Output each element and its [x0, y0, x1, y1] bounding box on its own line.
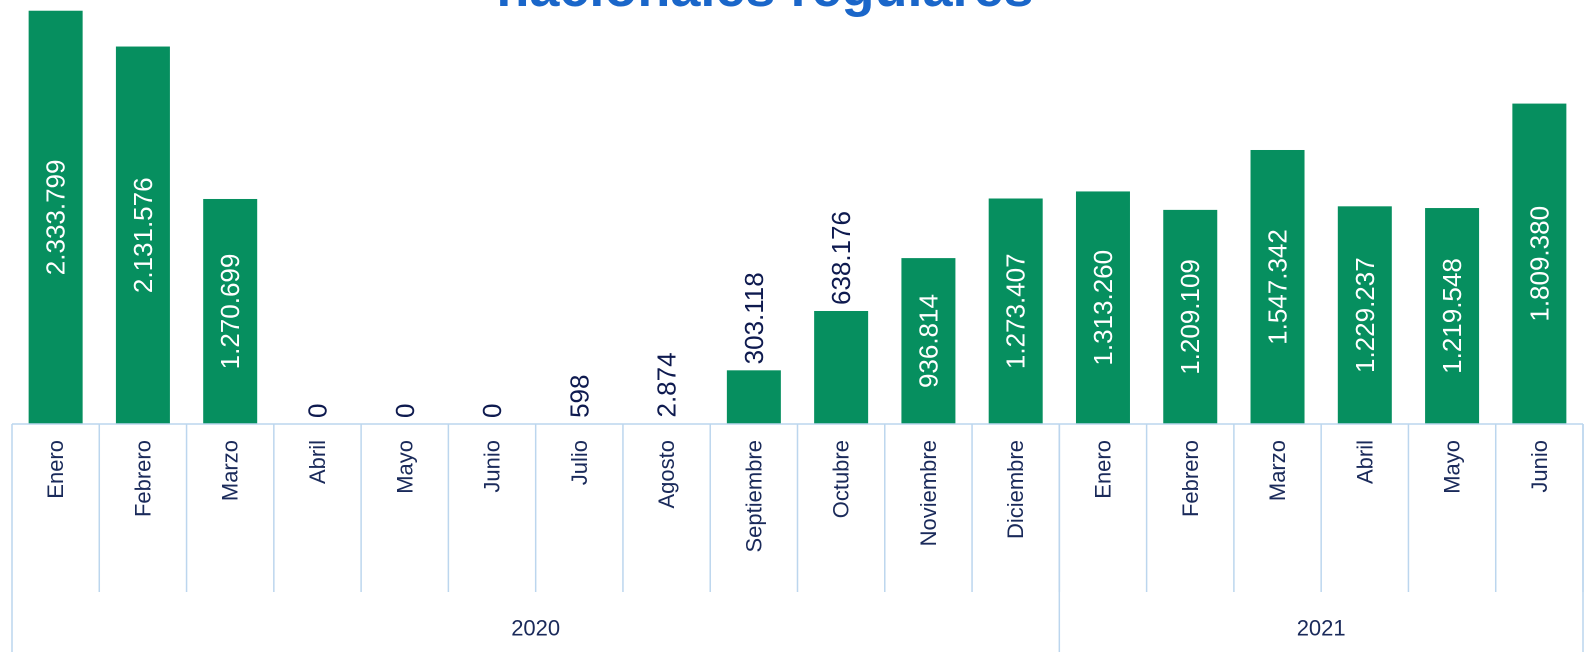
bar — [726, 370, 781, 424]
x-tick-label: Marzo — [218, 440, 243, 501]
x-tick-label: Mayo — [1440, 440, 1465, 494]
data-label: 1.270.699 — [215, 254, 245, 370]
x-tick-label: Enero — [1090, 440, 1115, 499]
bar — [901, 258, 956, 424]
data-label: 1.273.407 — [1001, 253, 1031, 369]
bar — [1075, 191, 1130, 424]
bar — [1250, 149, 1305, 424]
data-label: 2.131.576 — [128, 177, 158, 293]
data-label: 1.809.380 — [1524, 206, 1554, 322]
bar — [115, 46, 170, 424]
bar — [988, 198, 1043, 424]
x-tick-label: Octubre — [829, 440, 854, 518]
group-label: 2021 — [1297, 616, 1346, 641]
x-tick-label: Enero — [43, 440, 68, 499]
x-tick-label: Septiembre — [741, 440, 766, 553]
data-label: 1.229.237 — [1350, 257, 1380, 373]
data-label: 0 — [302, 404, 332, 418]
x-tick-label: Junio — [1527, 440, 1552, 493]
x-tick-label: Abril — [305, 440, 330, 484]
bar — [203, 198, 258, 424]
data-label: 1.209.109 — [1175, 259, 1205, 375]
x-tick-label: Febrero — [1178, 440, 1203, 517]
bar — [1163, 209, 1218, 424]
group-label: 2020 — [511, 616, 560, 641]
data-label: 0 — [477, 404, 507, 418]
data-label: 936.814 — [913, 294, 943, 388]
chart-title: nacionales regulares — [496, 0, 1033, 18]
data-label: 2.333.799 — [41, 160, 71, 276]
data-label: 1.313.260 — [1088, 250, 1118, 366]
x-tick-label: Junio — [480, 440, 505, 493]
data-label: 1.547.342 — [1263, 229, 1293, 345]
bar — [814, 310, 869, 424]
bar — [1512, 103, 1567, 424]
bar — [1425, 208, 1480, 424]
x-tick-label: Agosto — [654, 440, 679, 509]
data-label: 303.118 — [739, 272, 769, 364]
bar — [1337, 206, 1392, 424]
x-tick-label: Mayo — [392, 440, 417, 494]
x-tick-label: Diciembre — [1003, 440, 1028, 539]
x-tick-label: Abril — [1352, 440, 1377, 484]
data-label: 598 — [564, 375, 594, 418]
x-tick-label: Noviembre — [916, 440, 941, 546]
data-label: 0 — [390, 404, 420, 418]
bar — [28, 10, 83, 425]
data-label: 1.219.548 — [1437, 258, 1467, 374]
x-tick-label: Julio — [567, 440, 592, 485]
x-tick-label: Marzo — [1265, 440, 1290, 501]
data-label: 2.874 — [652, 352, 682, 417]
data-label: 638.176 — [826, 211, 856, 305]
x-tick-label: Febrero — [130, 440, 155, 517]
